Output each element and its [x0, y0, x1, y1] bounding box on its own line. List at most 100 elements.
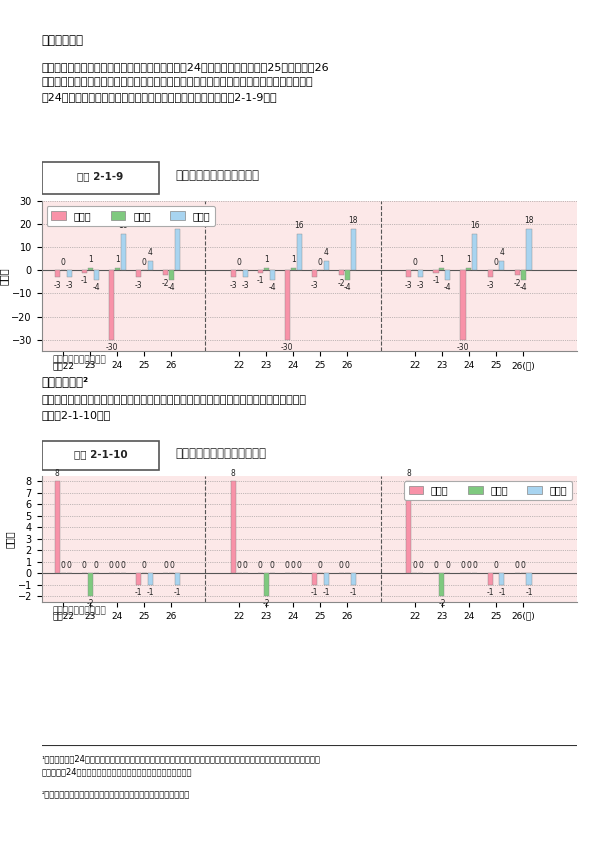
Text: 0: 0	[121, 561, 126, 570]
Bar	[94, 270, 99, 280]
Text: 0: 0	[494, 258, 499, 267]
Text: 0: 0	[434, 561, 439, 570]
Bar	[148, 573, 153, 585]
Text: 16: 16	[118, 221, 128, 230]
Text: 0: 0	[142, 561, 147, 570]
Text: 被災３県の森林面積の増減: 被災３県の森林面積の増減	[176, 169, 259, 183]
Text: -4: -4	[444, 284, 452, 292]
Text: -3: -3	[311, 281, 318, 290]
Text: 18: 18	[524, 216, 534, 225]
Bar	[121, 233, 126, 270]
Text: 0: 0	[412, 561, 417, 570]
Text: （３）原野等²: （３）原野等²	[42, 376, 89, 388]
Text: -4: -4	[268, 284, 276, 292]
Text: -1: -1	[134, 588, 142, 597]
Text: 18: 18	[173, 216, 182, 225]
Text: -2: -2	[162, 279, 169, 288]
Text: 被災３県の森林面積については、岩手県は平成24年以降、宮城県は平成25年から平成26
年にかけて、復興事業等の進捗やその他林地開発によりそれぞれ減少している。福: 被災３県の森林面積については、岩手県は平成24年以降、宮城県は平成25年から平成…	[42, 62, 329, 102]
Bar	[499, 573, 505, 585]
Text: -1: -1	[432, 276, 440, 285]
Text: 0: 0	[515, 561, 519, 570]
Bar	[439, 268, 444, 270]
Text: 被災３県の原野等の面積については、復興事業の進捗等による大きな変動はみられない
（図表2-1-10）。: 被災３県の原野等の面積については、復興事業の進捗等による大きな変動はみられない …	[42, 395, 306, 419]
Bar	[466, 268, 471, 270]
Text: 0: 0	[142, 258, 147, 267]
Bar	[445, 270, 450, 280]
Bar	[312, 573, 317, 585]
Text: -2: -2	[513, 279, 521, 288]
Bar	[136, 270, 141, 277]
Text: -1: -1	[311, 588, 318, 597]
Text: 0: 0	[318, 561, 322, 570]
Text: （２）森林１: （２）森林１	[42, 34, 84, 46]
Bar	[175, 573, 180, 585]
Bar	[418, 270, 424, 277]
Text: ²原野等とは、採草放牧地及び原野の面積を合わせたものである。: ²原野等とは、採草放牧地及び原野の面積を合わせたものである。	[42, 789, 190, 798]
Text: -3: -3	[134, 281, 142, 290]
Bar	[515, 270, 519, 275]
Text: 0: 0	[237, 258, 242, 267]
Bar	[163, 270, 168, 275]
Bar	[284, 270, 290, 339]
Bar	[527, 229, 531, 270]
Text: -2: -2	[438, 600, 446, 609]
Bar	[67, 270, 72, 277]
Text: -30: -30	[105, 344, 118, 352]
Text: 0: 0	[494, 561, 499, 570]
Text: 0: 0	[318, 258, 322, 267]
Text: 0: 0	[169, 561, 174, 570]
Text: 0: 0	[461, 561, 465, 570]
Bar	[109, 270, 114, 339]
Text: 0: 0	[163, 561, 168, 570]
Bar	[461, 270, 465, 339]
Bar	[406, 270, 412, 277]
Text: 0: 0	[345, 561, 350, 570]
FancyBboxPatch shape	[42, 162, 159, 194]
Text: 被災３県の原野等面積の増減: 被災３県の原野等面積の増減	[176, 447, 267, 461]
Bar	[487, 270, 493, 277]
Text: -4: -4	[92, 284, 100, 292]
Y-axis label: （㎢）: （㎢）	[0, 268, 9, 285]
Bar	[231, 270, 236, 277]
Text: -2: -2	[337, 279, 345, 288]
Text: -1: -1	[322, 588, 330, 597]
Text: -2: -2	[87, 600, 94, 609]
Bar	[433, 270, 439, 273]
Text: -4: -4	[519, 284, 527, 292]
Text: 0: 0	[61, 561, 65, 570]
Bar	[527, 573, 531, 585]
Text: 4: 4	[500, 248, 505, 258]
Text: -4: -4	[343, 284, 351, 292]
Bar	[264, 268, 269, 270]
Bar	[499, 261, 505, 270]
Bar	[82, 270, 87, 273]
Bar	[175, 229, 180, 270]
Bar	[290, 268, 296, 270]
Bar	[88, 573, 93, 596]
Text: 1: 1	[440, 255, 444, 264]
Text: -30: -30	[457, 344, 469, 352]
Text: 図表 2-1-10: 図表 2-1-10	[74, 449, 127, 459]
Text: -1: -1	[146, 588, 154, 597]
Text: 0: 0	[258, 561, 262, 570]
Text: -1: -1	[486, 588, 494, 597]
Y-axis label: （㎢）: （㎢）	[5, 530, 15, 547]
Text: 資料：国土交通省資料: 資料：国土交通省資料	[52, 606, 106, 616]
Text: 0: 0	[67, 561, 71, 570]
Text: -3: -3	[241, 281, 249, 290]
Text: -3: -3	[54, 281, 61, 290]
Text: 16: 16	[470, 221, 480, 230]
Text: -3: -3	[65, 281, 73, 290]
Text: 0: 0	[446, 561, 450, 570]
Text: -1: -1	[256, 276, 264, 285]
Text: -3: -3	[486, 281, 494, 290]
Bar	[270, 270, 275, 280]
Bar	[406, 482, 412, 573]
Bar	[88, 268, 93, 270]
Bar	[487, 573, 493, 585]
Text: -3: -3	[405, 281, 413, 290]
Text: 4: 4	[324, 248, 328, 258]
Text: -3: -3	[229, 281, 237, 290]
Bar	[472, 233, 477, 270]
Text: -4: -4	[168, 284, 176, 292]
